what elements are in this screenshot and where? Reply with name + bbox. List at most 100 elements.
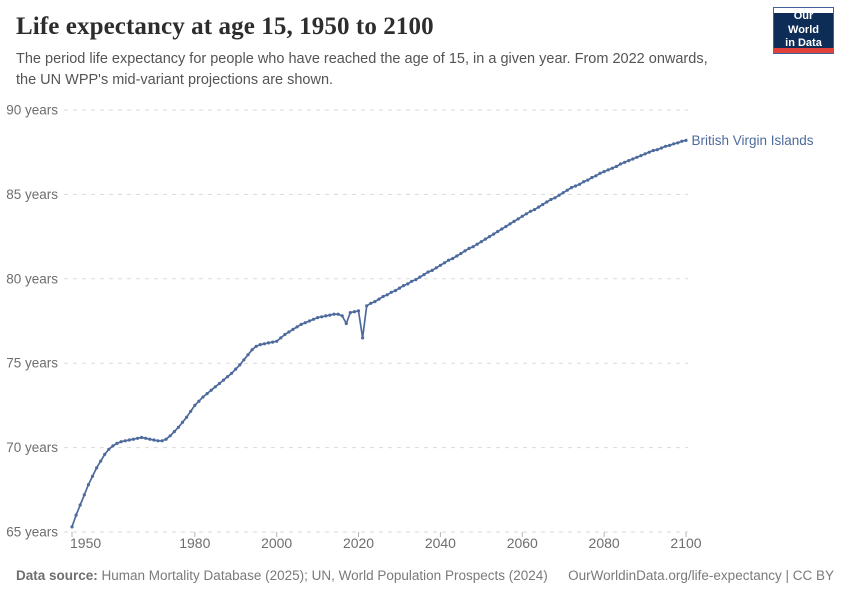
data-point-1966 bbox=[135, 436, 140, 440]
data-point-2013 bbox=[328, 313, 332, 317]
x-axis-label-1950: 1950 bbox=[70, 535, 101, 551]
data-point-2068 bbox=[553, 196, 557, 200]
y-axis-label-80: 80 years bbox=[6, 271, 58, 286]
data-point-2056 bbox=[504, 224, 508, 229]
owid-logo[interactable]: Our World in Data bbox=[773, 7, 834, 54]
data-point-1975 bbox=[172, 430, 176, 434]
data-point-2000 bbox=[275, 339, 279, 343]
data-point-1967 bbox=[140, 435, 144, 440]
data-point-2012 bbox=[324, 314, 328, 318]
data-point-2033 bbox=[410, 279, 414, 283]
data-point-2019 bbox=[352, 310, 356, 314]
data-point-1973 bbox=[164, 437, 168, 441]
data-point-1992 bbox=[242, 358, 246, 362]
data-point-2028 bbox=[389, 290, 393, 294]
data-point-1972 bbox=[160, 439, 164, 443]
data-point-1977 bbox=[180, 420, 185, 424]
data-point-2100 bbox=[684, 138, 688, 142]
data-point-1981 bbox=[197, 399, 201, 403]
x-axis-label-2000: 2000 bbox=[261, 535, 292, 551]
data-point-2080 bbox=[602, 170, 606, 174]
data-point-2041 bbox=[442, 261, 447, 265]
data-point-2015 bbox=[336, 312, 340, 316]
data-point-1989 bbox=[230, 371, 234, 375]
x-axis-label-2040: 2040 bbox=[425, 535, 456, 551]
data-point-2026 bbox=[381, 294, 385, 299]
data-point-2085 bbox=[623, 160, 627, 164]
data-point-2040 bbox=[438, 263, 442, 267]
data-point-1997 bbox=[262, 342, 266, 346]
data-point-2036 bbox=[422, 273, 426, 277]
y-axis-label-90: 90 years bbox=[6, 103, 58, 118]
data-point-1988 bbox=[225, 375, 230, 379]
data-point-2007 bbox=[303, 321, 307, 325]
data-point-2044 bbox=[455, 254, 459, 258]
data-point-1961 bbox=[115, 441, 119, 445]
data-source-label: Data source: bbox=[16, 568, 98, 583]
data-point-2074 bbox=[578, 182, 582, 186]
data-point-1984 bbox=[209, 388, 213, 392]
data-point-1998 bbox=[266, 341, 271, 345]
series-end-label[interactable]: British Virgin Islands bbox=[692, 133, 814, 148]
data-point-2060 bbox=[520, 214, 524, 218]
data-point-1963 bbox=[123, 439, 127, 443]
data-point-2001 bbox=[279, 336, 283, 340]
y-axis-label-85: 85 years bbox=[6, 187, 58, 202]
data-point-2047 bbox=[467, 246, 471, 250]
data-point-1976 bbox=[176, 425, 180, 429]
data-point-2027 bbox=[385, 293, 389, 297]
data-point-2066 bbox=[545, 200, 549, 204]
owid-logo-stripe bbox=[773, 48, 834, 53]
data-point-2049 bbox=[475, 242, 479, 246]
owid-link[interactable]: OurWorldinData.org/life-expectancy | CC … bbox=[568, 568, 834, 583]
data-point-2024 bbox=[373, 300, 377, 304]
data-point-2091 bbox=[647, 150, 651, 154]
x-axis-label-2060: 2060 bbox=[507, 535, 538, 551]
data-point-1962 bbox=[119, 440, 123, 444]
data-point-2069 bbox=[557, 193, 561, 197]
data-point-2043 bbox=[451, 256, 455, 261]
series-line[interactable] bbox=[71, 139, 687, 528]
data-point-2016 bbox=[340, 314, 344, 318]
data-point-1990 bbox=[234, 367, 238, 371]
data-point-2076 bbox=[586, 178, 590, 182]
data-point-2072 bbox=[569, 186, 574, 190]
data-point-2073 bbox=[573, 184, 578, 188]
data-point-1959 bbox=[107, 447, 111, 451]
data-point-2021 bbox=[361, 336, 365, 340]
data-point-2095 bbox=[663, 144, 668, 148]
x-axis-label-2080: 2080 bbox=[589, 535, 620, 551]
data-point-2045 bbox=[459, 251, 463, 256]
chart-subtitle: The period life expectancy for people wh… bbox=[16, 51, 708, 89]
data-point-2031 bbox=[402, 284, 406, 288]
line-chart[interactable]: 65 years 70 years 75 years 80 years 85 years… bbox=[0, 95, 850, 565]
data-point-2078 bbox=[594, 174, 598, 178]
data-point-2051 bbox=[483, 237, 487, 241]
data-point-2098 bbox=[676, 141, 680, 145]
data-point-2081 bbox=[606, 168, 610, 172]
data-point-1986 bbox=[217, 381, 221, 386]
data-point-1964 bbox=[127, 438, 131, 442]
data-point-1954 bbox=[86, 483, 90, 487]
data-point-2084 bbox=[618, 162, 623, 166]
data-point-1985 bbox=[213, 385, 217, 389]
x-axis-label-2020: 2020 bbox=[343, 535, 374, 551]
data-point-1957 bbox=[99, 459, 103, 463]
data-source-note: Data source: Human Mortality Database (2… bbox=[16, 568, 548, 583]
data-point-2061 bbox=[524, 212, 529, 216]
data-point-2094 bbox=[659, 146, 664, 150]
x-axis-label-2100: 2100 bbox=[670, 535, 701, 551]
data-point-1980 bbox=[193, 403, 197, 407]
data-point-2018 bbox=[348, 311, 352, 315]
data-point-2090 bbox=[643, 152, 647, 156]
data-point-1969 bbox=[148, 437, 152, 441]
data-point-2082 bbox=[610, 166, 614, 170]
chart-title: Life expectancy at age 15, 1950 to 2100 bbox=[16, 13, 434, 40]
data-point-2057 bbox=[508, 222, 512, 226]
data-point-2063 bbox=[532, 208, 537, 212]
data-point-2048 bbox=[471, 245, 475, 249]
data-point-2022 bbox=[365, 304, 369, 308]
data-point-2052 bbox=[487, 235, 492, 239]
data-source-text: Human Mortality Database (2025); UN, Wor… bbox=[97, 568, 548, 583]
data-point-2017 bbox=[344, 321, 348, 326]
